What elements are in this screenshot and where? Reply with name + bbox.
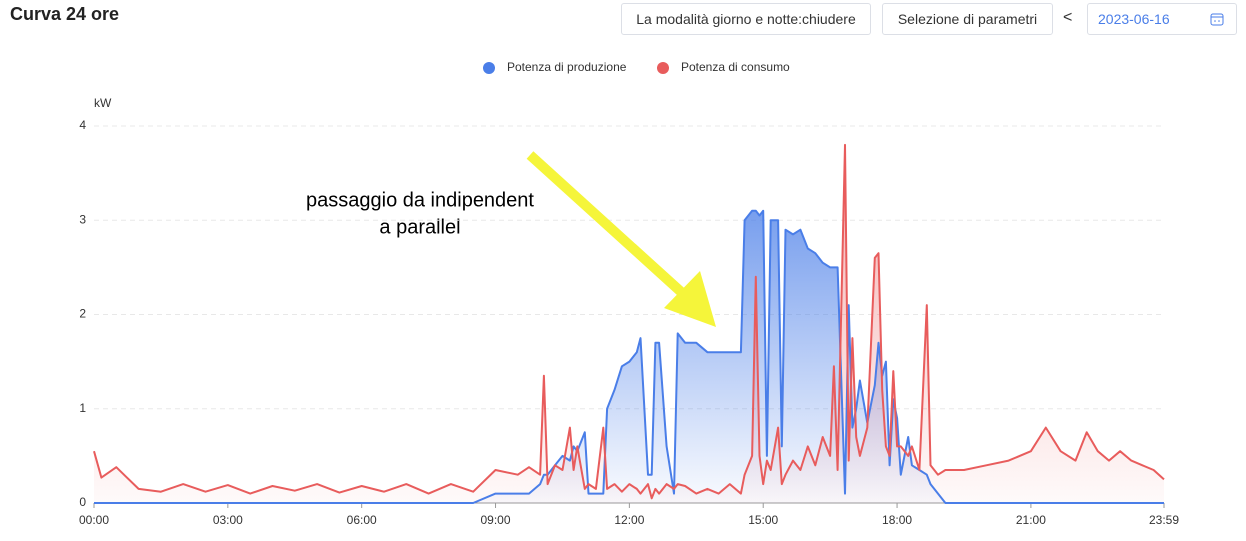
y-tick-label: 2 <box>79 307 86 321</box>
day-night-button[interactable]: La modalità giorno e notte:chiudere <box>621 3 871 35</box>
x-tick-label: 12:00 <box>614 513 644 527</box>
date-input[interactable]: 2023-06-16 <box>1087 3 1237 35</box>
legend-label: Potenza di produzione <box>507 60 627 74</box>
x-tick-label: 00:00 <box>79 513 109 527</box>
legend-marker <box>483 62 495 74</box>
annotation: passaggio da indipendent <box>306 189 534 211</box>
arrow-head <box>664 271 716 327</box>
legend-marker <box>657 62 669 74</box>
x-tick-label: 15:00 <box>748 513 778 527</box>
date-text: 2023-06-16 <box>1098 11 1170 27</box>
prev-day[interactable]: < <box>1063 9 1073 26</box>
legend-label: Potenza di consumo <box>681 60 790 74</box>
page-title: Curva 24 ore <box>10 4 120 24</box>
parameter-button[interactable]: Selezione di parametri <box>882 3 1053 35</box>
y-tick-label: 4 <box>79 118 86 132</box>
area <box>94 144 1164 503</box>
x-tick-label: 21:00 <box>1016 513 1046 527</box>
y-tick-label: 0 <box>79 495 86 509</box>
y-tick-label: 3 <box>79 212 86 226</box>
annotation: a parallel <box>379 216 460 238</box>
arrow-shaft <box>526 151 694 304</box>
x-tick-label: 09:00 <box>481 513 511 527</box>
y-tick-label: 1 <box>79 401 86 415</box>
x-tick-label: 06:00 <box>347 513 377 527</box>
series-line <box>93 143 1165 500</box>
calendar-icon <box>1210 13 1224 26</box>
area <box>94 210 1164 504</box>
x-tick-label: 03:00 <box>213 513 243 527</box>
series-line <box>94 209 1164 504</box>
x-tick-label: 18:00 <box>882 513 912 527</box>
x-tick-label: 23:59 <box>1149 513 1179 527</box>
y-axis-unit: kW <box>94 96 112 110</box>
